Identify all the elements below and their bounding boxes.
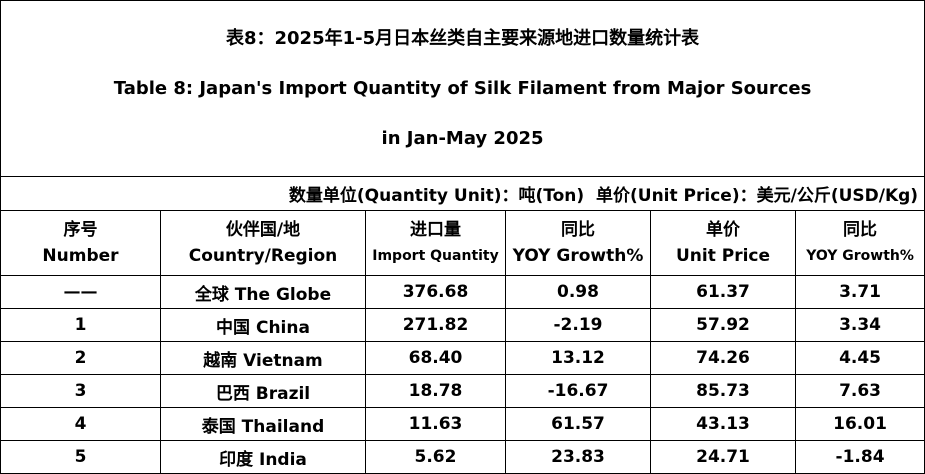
table-cell: 376.68 [365, 275, 506, 309]
table-cell: 11.63 [365, 407, 506, 441]
table-cell: 越南 Vietnam [160, 341, 366, 375]
header-line: 单价 [706, 220, 740, 240]
table-cell: 271.82 [365, 308, 506, 342]
column-header: 同比 YOY Growth% [794, 210, 925, 276]
table-cell: -1.84 [794, 440, 925, 474]
header-line: Number [42, 246, 119, 266]
table-cell: 16.01 [794, 407, 925, 441]
table-cell: 1 [0, 308, 161, 342]
table-cell: 7.63 [794, 374, 925, 408]
column-header: 序号 Number [0, 210, 161, 276]
table-cell: 3.34 [794, 308, 925, 342]
table-cell: 74.26 [650, 341, 796, 375]
table-cell: 18.78 [365, 374, 506, 408]
table-cell: 24.71 [650, 440, 796, 474]
column-header: 同比 YOY Growth% [505, 210, 651, 276]
table-row: 5 印度 India 5.62 23.83 24.71 -1.84 [0, 440, 925, 474]
table-cell: -2.19 [505, 308, 651, 342]
table-row: 3 巴西 Brazil 18.78 -16.67 85.73 7.63 [0, 374, 925, 408]
header-line: 同比 [843, 220, 878, 240]
column-header: 单价 Unit Price [650, 210, 796, 276]
table-cell: 印度 India [160, 440, 366, 474]
header-line: 伙伴国/地 [225, 220, 301, 240]
title-line: Table 8: Japan's Import Quantity of Silk… [113, 78, 812, 99]
table-cell: 0.98 [505, 275, 651, 309]
header-line: YOY Growth% [806, 248, 914, 264]
table-row: 1 中国 China 271.82 -2.19 57.92 3.34 [0, 308, 925, 342]
table-cell: 5 [0, 440, 161, 474]
column-header: 伙伴国/地 Country/Region [160, 210, 366, 276]
column-header: 进口量 Import Quantity [365, 210, 506, 276]
header-line: Country/Region [188, 246, 338, 266]
title-line: in Jan-May 2025 [381, 128, 544, 149]
title-line: 表8：2025年1-5月日本丝类自主要来源地进口数量统计表 [225, 28, 700, 49]
table-cell: 57.92 [650, 308, 796, 342]
header-line: Unit Price [675, 246, 771, 266]
table-cell: 61.37 [650, 275, 796, 309]
table-cell: 4.45 [794, 341, 925, 375]
header-line: Import Quantity [372, 248, 499, 264]
table-cell: 3.71 [794, 275, 925, 309]
header-line: 序号 [63, 220, 98, 240]
table-cell: 泰国 Thailand [160, 407, 366, 441]
table-cell: 43.13 [650, 407, 796, 441]
table-row: —— 全球 The Globe 376.68 0.98 61.37 3.71 [0, 275, 925, 309]
header-line: 同比 [561, 220, 595, 240]
table-cell: 全球 The Globe [160, 275, 366, 309]
title-cell: 表8：2025年1-5月日本丝类自主要来源地进口数量统计表 Table 8: J… [0, 0, 925, 177]
table-cell: 68.40 [365, 341, 506, 375]
table-cell: 23.83 [505, 440, 651, 474]
table-cell: 4 [0, 407, 161, 441]
table-cell: 5.62 [365, 440, 506, 474]
table-cell: —— [0, 275, 161, 309]
table-row: 4 泰国 Thailand 11.63 61.57 43.13 16.01 [0, 407, 925, 441]
header-line: 进口量 [410, 220, 461, 240]
table-row: 2 越南 Vietnam 68.40 13.12 74.26 4.45 [0, 341, 925, 375]
unit-note: 数量单位(Quantity Unit)：吨(Ton) 单价(Unit Price… [0, 176, 925, 211]
table-cell: -16.67 [505, 374, 651, 408]
header-line: YOY Growth% [512, 246, 644, 266]
table-cell: 中国 China [160, 308, 366, 342]
table-cell: 61.57 [505, 407, 651, 441]
table-cell: 2 [0, 341, 161, 375]
table-cell: 13.12 [505, 341, 651, 375]
